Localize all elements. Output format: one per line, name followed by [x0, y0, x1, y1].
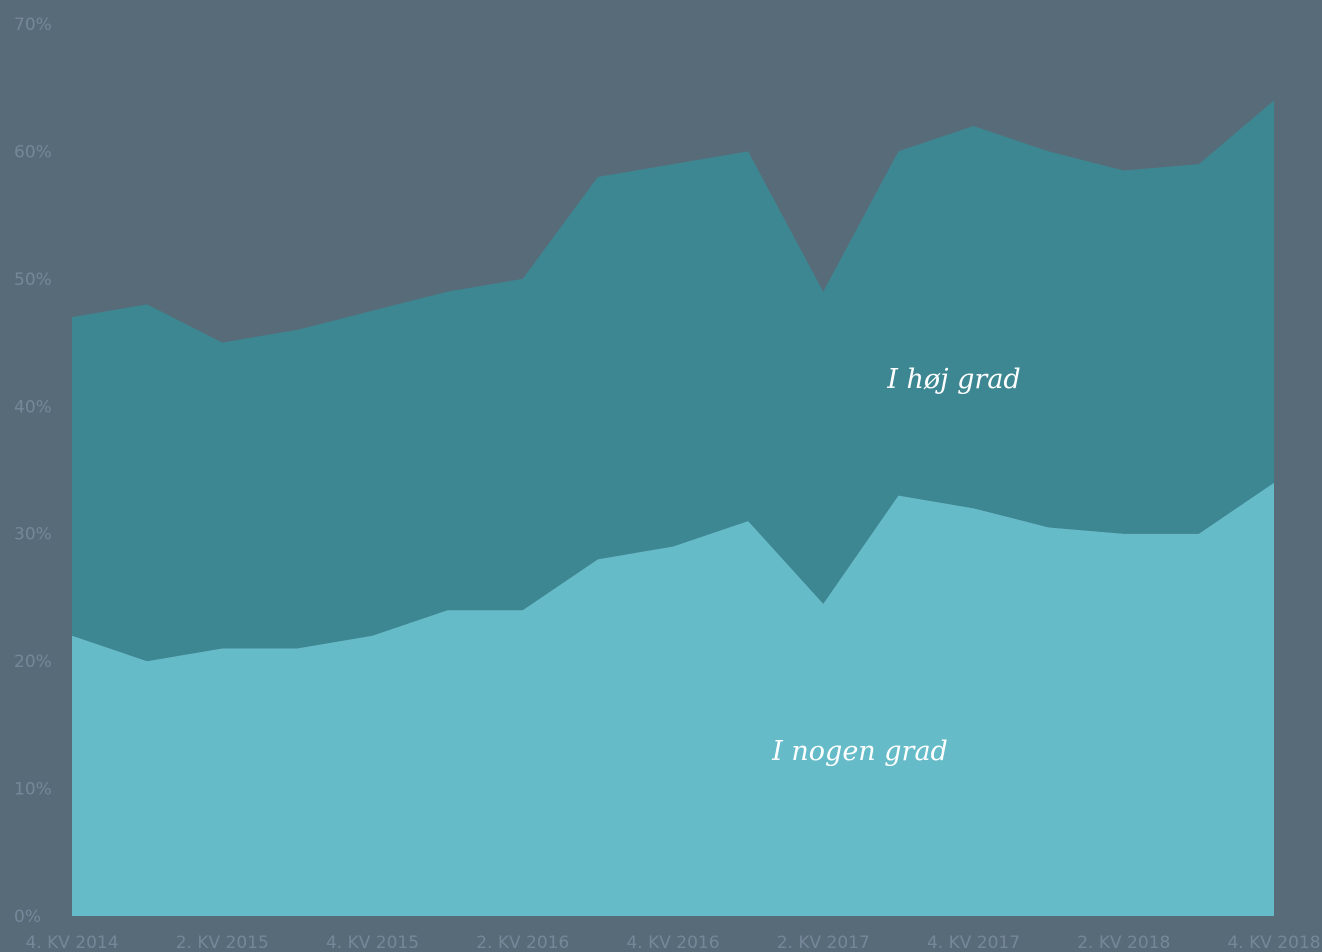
y-tick-label: 30% — [14, 525, 52, 545]
y-tick-label: 10% — [14, 780, 52, 800]
x-tick-label: 2. KV 2015 — [176, 933, 269, 952]
x-tick-label: 4. KV 2015 — [326, 933, 419, 952]
x-tick-label: 4. KV 2014 — [25, 933, 118, 952]
area — [72, 100, 1274, 662]
series-label: I nogen grad — [771, 736, 948, 767]
x-tick-label: 4. KV 2016 — [626, 933, 719, 952]
y-tick-label: 20% — [14, 652, 52, 672]
series-label: I høj grad — [886, 364, 1020, 395]
y-tick-label: 40% — [14, 397, 52, 417]
y-tick-label: 60% — [14, 142, 52, 162]
y-tick-label: 50% — [14, 270, 52, 290]
x-tick-label: 2. KV 2018 — [1077, 933, 1170, 952]
x-tick-label: 2. KV 2017 — [777, 933, 870, 952]
y-tick-label: 0% — [14, 907, 41, 927]
x-tick-label: 4. KV 2018 — [1227, 933, 1320, 952]
x-tick-label: 2. KV 2016 — [476, 933, 569, 952]
area — [72, 482, 1274, 916]
y-tick-label: 70% — [14, 15, 52, 35]
x-tick-label: 4. KV 2017 — [927, 933, 1020, 952]
